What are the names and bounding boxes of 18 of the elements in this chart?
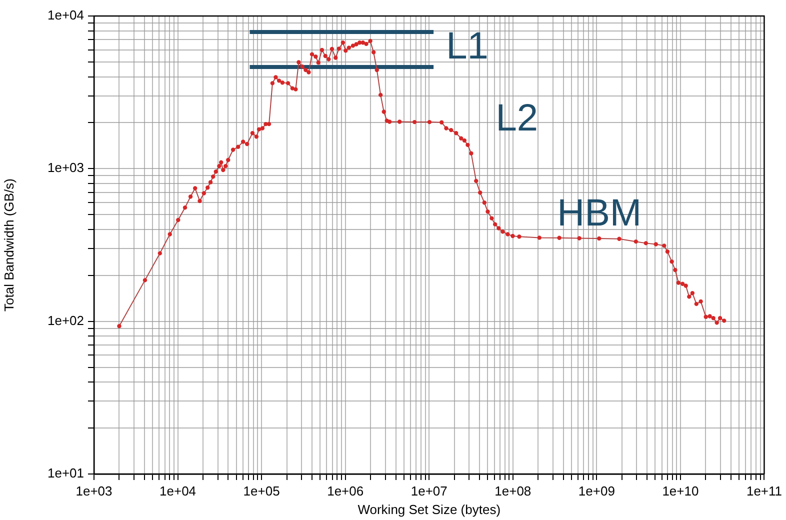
- x-tick-label: 1e+09: [578, 483, 615, 498]
- x-tick-label: 1e+07: [410, 483, 448, 498]
- annotation: HBM: [557, 192, 642, 234]
- y-tick-label: 1e+04: [47, 8, 84, 23]
- annotation: L1: [446, 26, 488, 68]
- y-axis-title: Total Bandwidth (GB/s): [1, 178, 16, 312]
- x-tick-label: 1e+06: [327, 483, 364, 498]
- annotation: L2: [496, 97, 538, 140]
- x-axis-title: Working Set Size (bytes): [358, 502, 501, 517]
- y-tick-label: 1e+01: [47, 466, 84, 481]
- x-tick-label: 1e+08: [494, 483, 532, 498]
- x-tick-label: 1e+05: [243, 483, 280, 498]
- x-tick-label: 1e+04: [160, 483, 196, 498]
- y-tick-label: 1e+03: [47, 160, 84, 176]
- y-tick-label: 1e+02: [47, 312, 84, 328]
- x-tick-label: 1e+11: [746, 483, 782, 498]
- x-tick-label: 1e+03: [76, 483, 112, 498]
- x-tick-label: 1e+10: [662, 483, 699, 498]
